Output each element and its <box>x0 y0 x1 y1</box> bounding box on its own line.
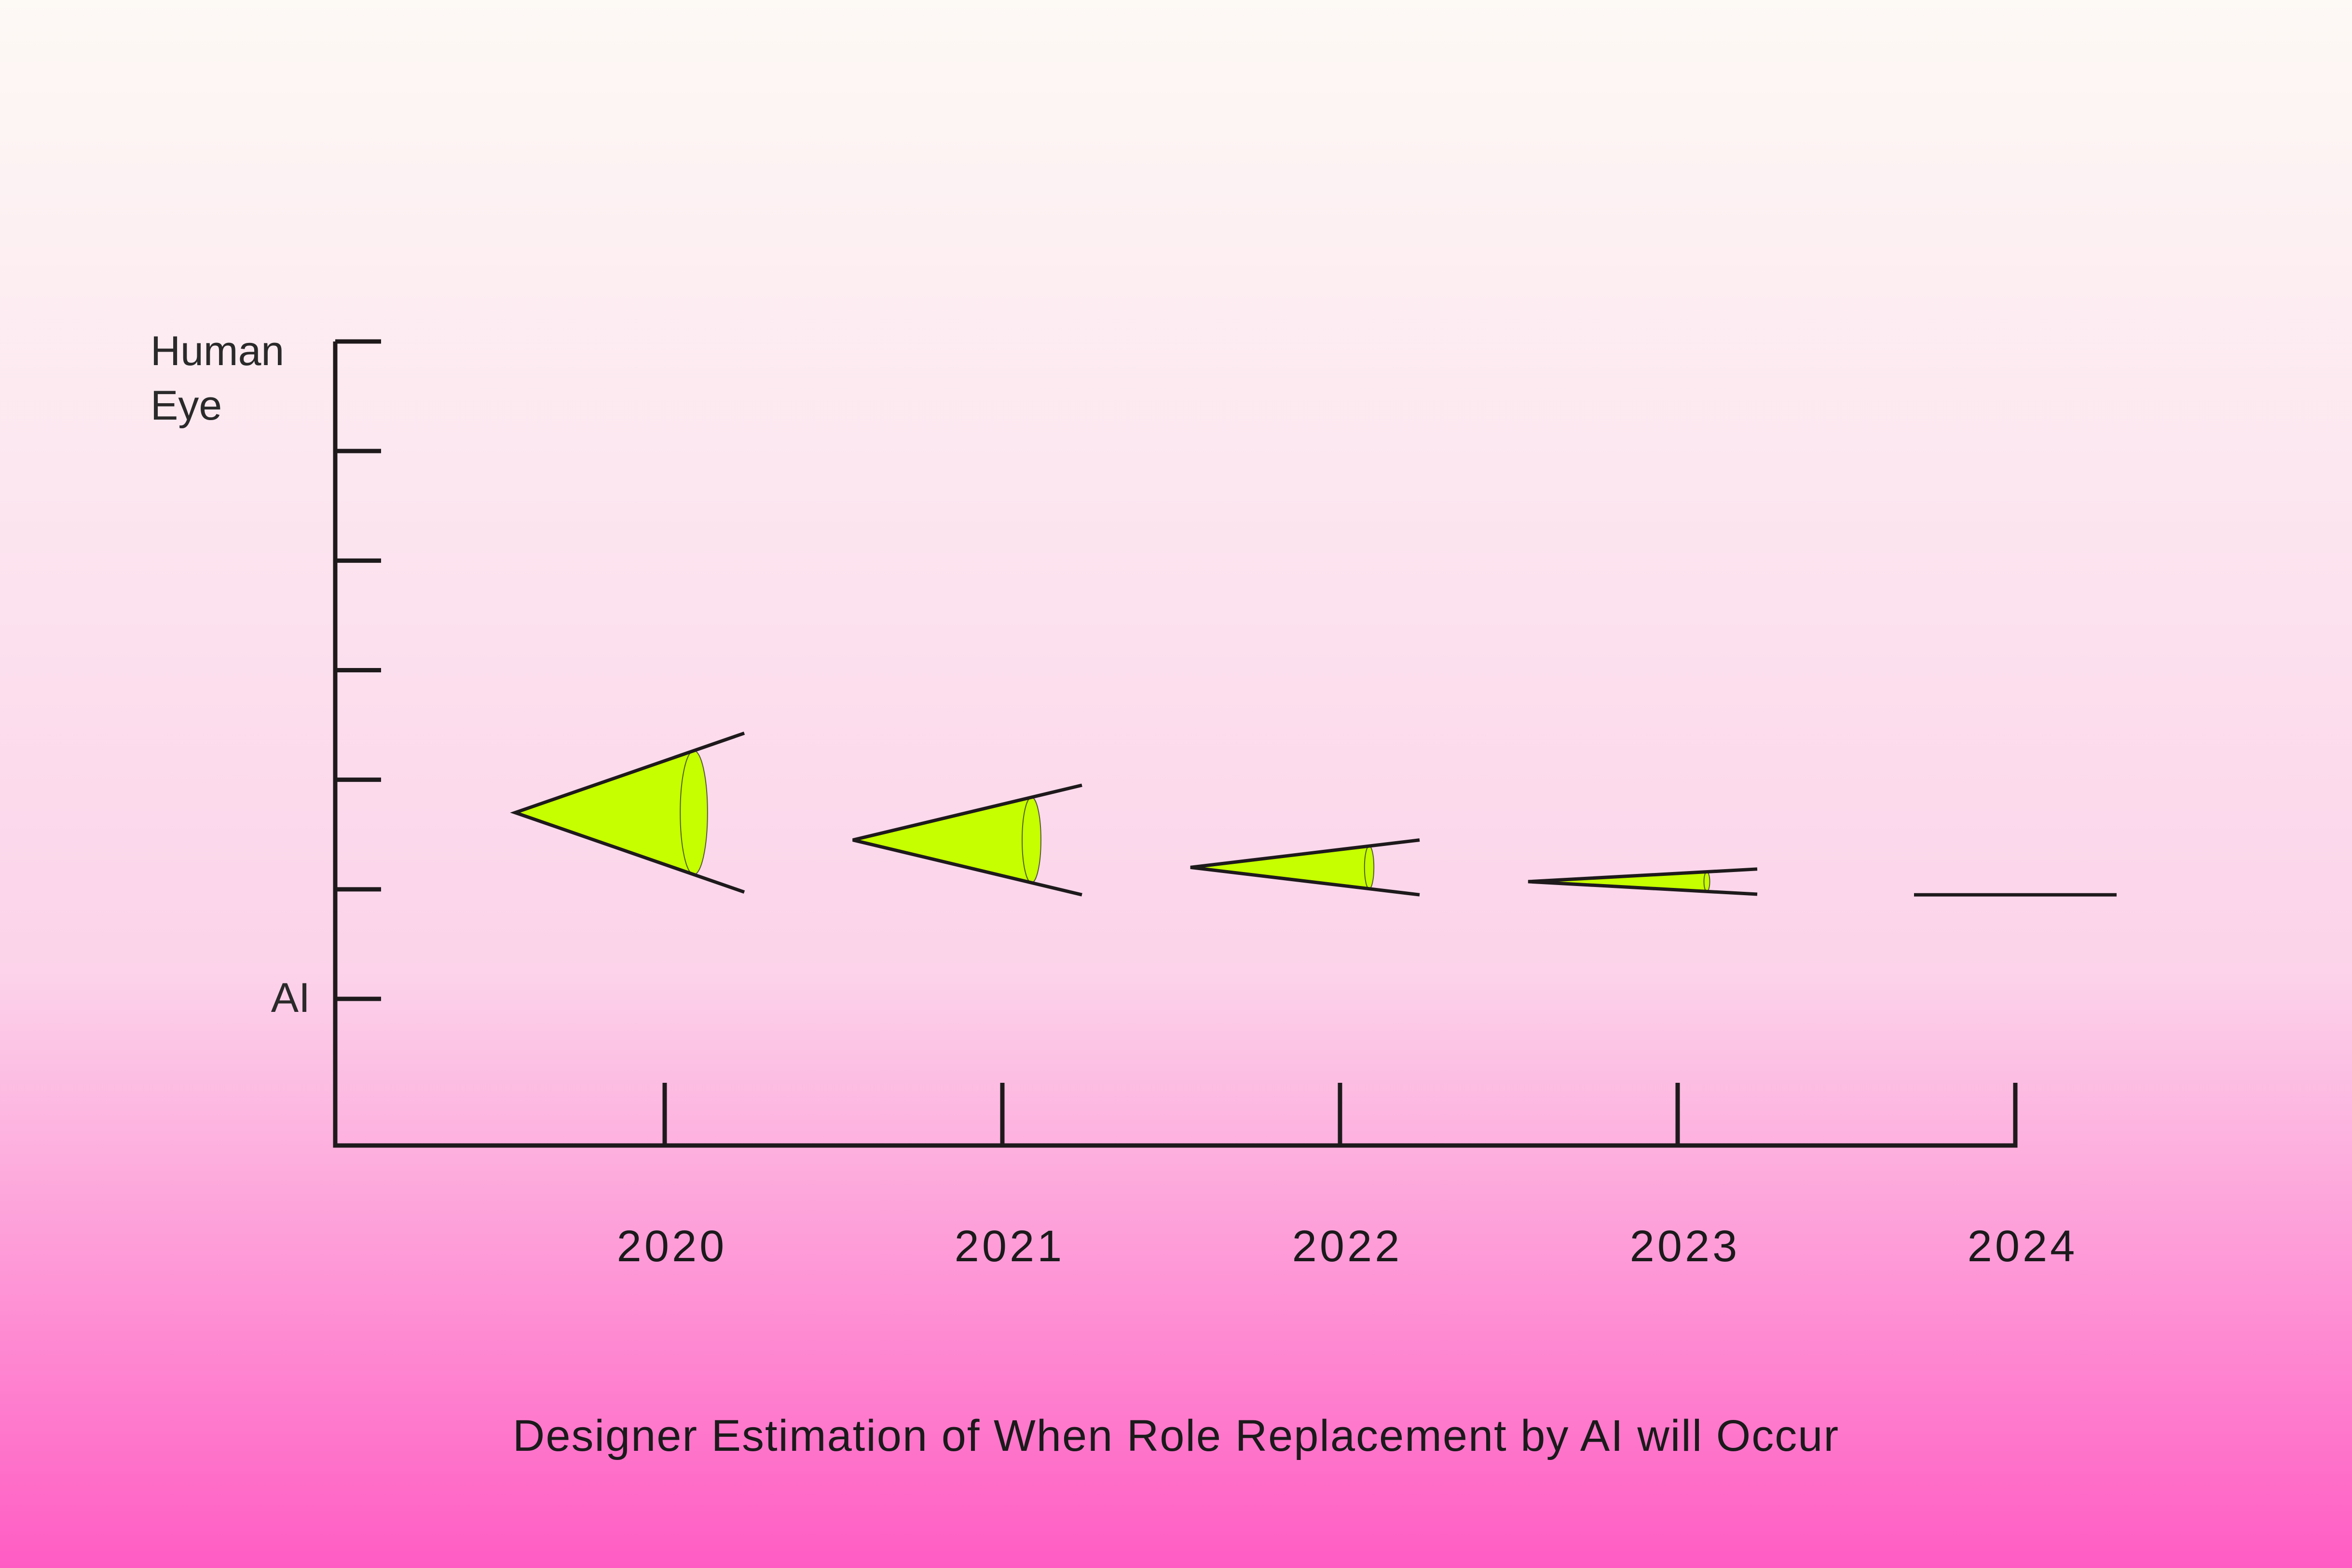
data-point-2021 <box>852 783 1082 897</box>
cone-rim-front-2020 <box>694 750 708 875</box>
data-point-2020 <box>510 731 745 894</box>
cone-rim-back-2021 <box>1022 797 1032 884</box>
cone-fill-2020 <box>515 750 708 875</box>
cone-rim-front-2022 <box>1369 845 1375 889</box>
x-tick-label-2022: 2022 <box>1292 1222 1403 1271</box>
x-tick-label-2024: 2024 <box>1968 1222 2078 1271</box>
y-label-top-line-2: Eye <box>150 382 222 429</box>
y-ticks <box>335 339 381 1001</box>
cone-fill-2021 <box>853 797 1041 883</box>
cone-fill-2022 <box>1190 846 1374 889</box>
cone-rim-back-2020 <box>680 750 694 875</box>
cone-edges-2022 <box>1190 838 1420 897</box>
x-tick-label-2023: 2023 <box>1630 1222 1740 1271</box>
y-label-bottom: AI <box>271 975 310 1021</box>
cone-edges-2020 <box>510 731 745 894</box>
data-point-2023 <box>1528 867 1758 896</box>
x-ticks <box>662 1083 2018 1145</box>
data-point-2022 <box>1190 838 1420 897</box>
cone-fill-2023 <box>1528 872 1710 892</box>
x-tick-label-2020: 2020 <box>617 1222 727 1271</box>
cone-rim-front-2021 <box>1031 797 1041 884</box>
y-label-top-line-1: Human <box>150 328 284 374</box>
cone-edges-2021 <box>852 783 1082 897</box>
cone-edges-2023 <box>1528 867 1758 896</box>
chart-title: Designer Estimation of When Role Replace… <box>513 1411 1839 1460</box>
x-tick-labels: 2020 2021 2022 2023 2024 <box>617 1222 2078 1271</box>
cone-rim-back-2022 <box>1364 845 1369 889</box>
x-tick-label-2021: 2021 <box>955 1222 1065 1271</box>
data-marks <box>510 731 2117 897</box>
y-label-top: Human Eye <box>150 328 296 429</box>
axes <box>333 341 2018 1148</box>
